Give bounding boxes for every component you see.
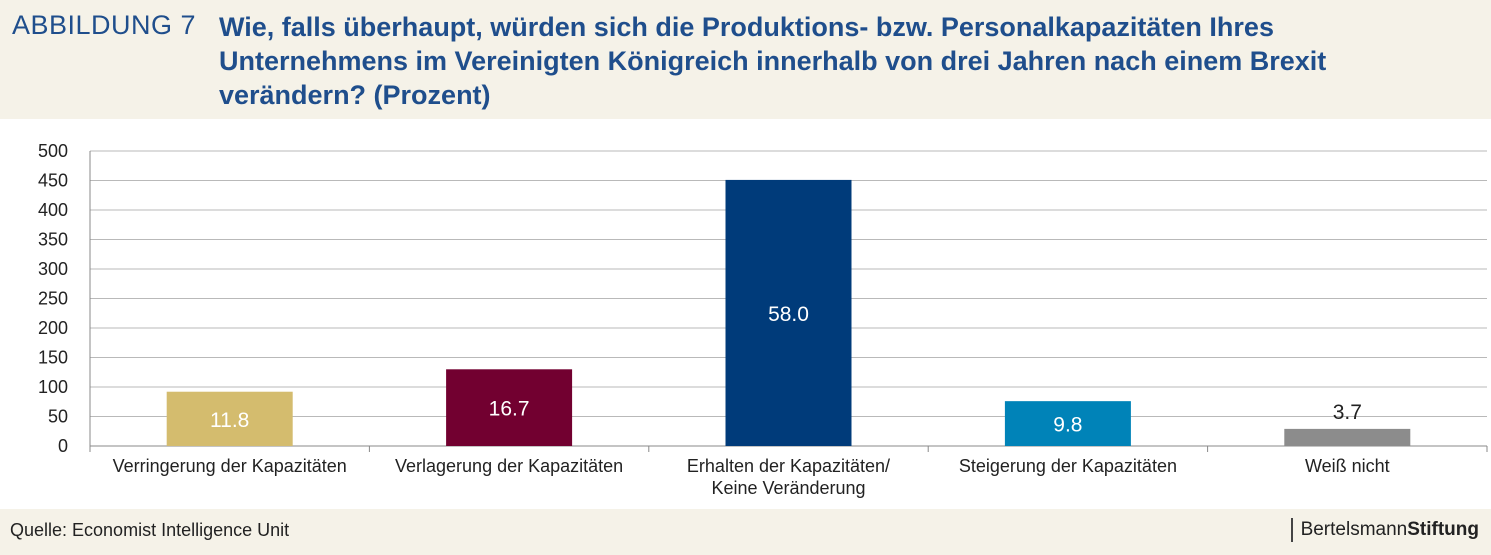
x-category-label: Erhalten der Kapazitäten/: [687, 456, 890, 476]
chart-footer: Quelle: Economist Intelligence Unit Bert…: [0, 512, 1491, 555]
y-tick-label: 50: [48, 407, 68, 427]
chart-area: 0 50 100 150 200 250 300 350 400 450 500 11.8 Verrin…: [0, 119, 1491, 509]
y-tick-label: 200: [38, 318, 68, 338]
data-label: 3.7: [1333, 401, 1362, 424]
chart-header: ABBILDUNG 7 Wie, falls überhaupt, würden…: [0, 0, 1491, 116]
bar: [1004, 401, 1131, 446]
x-category-label: Verringerung der Kapazitäten: [113, 456, 347, 476]
bar: [166, 391, 293, 446]
chart-title: Wie, falls überhaupt, würden sich die Pr…: [219, 12, 1327, 110]
data-label: 16.7: [489, 398, 530, 421]
bar: [446, 369, 573, 446]
logo-bold-text: Stiftung: [1407, 519, 1479, 540]
figure-label: ABBILDUNG 7: [12, 10, 197, 40]
y-tick-label: 150: [38, 348, 68, 368]
y-tick-label: 400: [38, 200, 68, 220]
x-category-label: Keine Veränderung: [711, 478, 865, 498]
y-tick-label: 100: [38, 377, 68, 397]
x-category-label: Verlagerung der Kapazitäten: [395, 456, 623, 476]
bertelsmann-logo: BertelsmannStiftung: [1290, 518, 1479, 542]
y-tick-label: 450: [38, 171, 68, 191]
x-category-label: Steigerung der Kapazitäten: [959, 456, 1177, 476]
y-tick-label: 250: [38, 289, 68, 309]
logo-regular-text: Bertelsmann: [1300, 519, 1408, 540]
data-label: 58.0: [768, 303, 809, 326]
y-tick-label: 350: [38, 230, 68, 250]
x-category-label: Weiß nicht: [1305, 456, 1390, 476]
bar: [1284, 428, 1411, 446]
y-tick-label: 500: [38, 141, 68, 161]
bar: [725, 179, 852, 446]
data-label: 11.8: [210, 409, 249, 432]
bar-chart: 0 50 100 150 200 250 300 350 400 450 500 11.8 Verrin…: [38, 141, 1488, 498]
source-note: Quelle: Economist Intelligence Unit: [10, 520, 290, 540]
y-tick-label: 300: [38, 259, 68, 279]
y-tick-label: 0: [58, 436, 68, 456]
data-label: 9.8: [1053, 414, 1082, 437]
